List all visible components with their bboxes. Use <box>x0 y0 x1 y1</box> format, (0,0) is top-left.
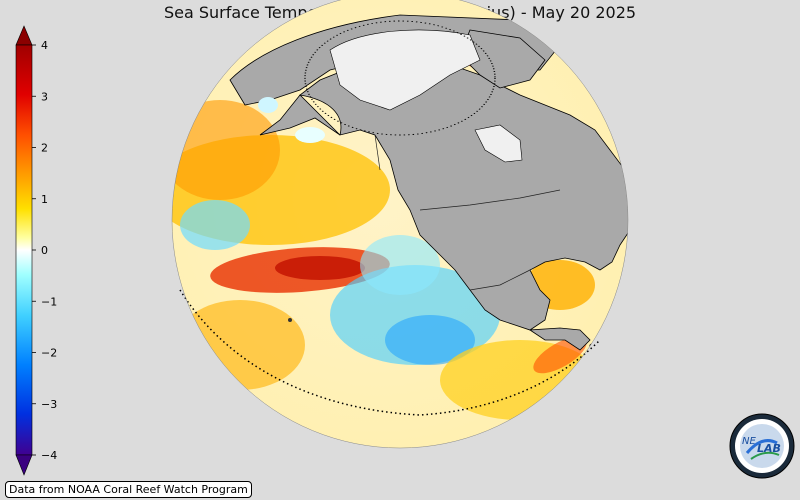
colorbar-tick-label: 1 <box>41 193 48 206</box>
sea-ice-bering <box>258 97 278 113</box>
hudson-bay <box>474 124 523 163</box>
hawaii <box>288 318 292 322</box>
colorbar-tick-label: 3 <box>41 90 48 103</box>
lab-logo: NE LAB <box>729 413 795 479</box>
colorbar-tick-label: 0 <box>41 244 48 257</box>
southern-boundary-line <box>179 289 601 416</box>
colorbar-tick-label: 4 <box>41 39 48 52</box>
warm-anomaly-southwest <box>175 300 305 390</box>
central-america <box>528 327 591 351</box>
logo-text-ne: NE <box>742 436 756 447</box>
cool-anomaly-northwest <box>180 200 250 250</box>
arctic-ocean-ice <box>329 29 481 111</box>
data-source-credit: Data from NOAA Coral Reef Watch Program <box>5 481 252 498</box>
globe-outline <box>171 0 629 449</box>
cool-anomaly-coastal <box>360 235 440 295</box>
alaska-peninsula <box>259 94 341 136</box>
alaska-border <box>374 134 381 171</box>
warm-anomaly-west <box>172 100 280 200</box>
north-america-landmass <box>299 54 628 331</box>
colorbar-tick-label: −3 <box>41 398 57 411</box>
us-mexico-border <box>469 269 531 291</box>
logo-text-lab: LAB <box>757 442 781 455</box>
colorbar-bottom-arrow <box>15 454 33 476</box>
colorbar-tick-label: −1 <box>41 295 57 308</box>
colorbar-tick-label: −2 <box>41 347 57 360</box>
colorbar-tick-label: 2 <box>41 142 48 155</box>
colorbar: 4 3 2 1 0 −1 −2 −3 −4 <box>15 25 57 476</box>
cool-anomaly-core <box>385 315 475 365</box>
sea-ice-patch <box>295 127 325 143</box>
colorbar-tick-label: −4 <box>41 449 57 462</box>
us-canada-border <box>419 189 561 211</box>
hot-anomaly-core <box>275 256 365 280</box>
